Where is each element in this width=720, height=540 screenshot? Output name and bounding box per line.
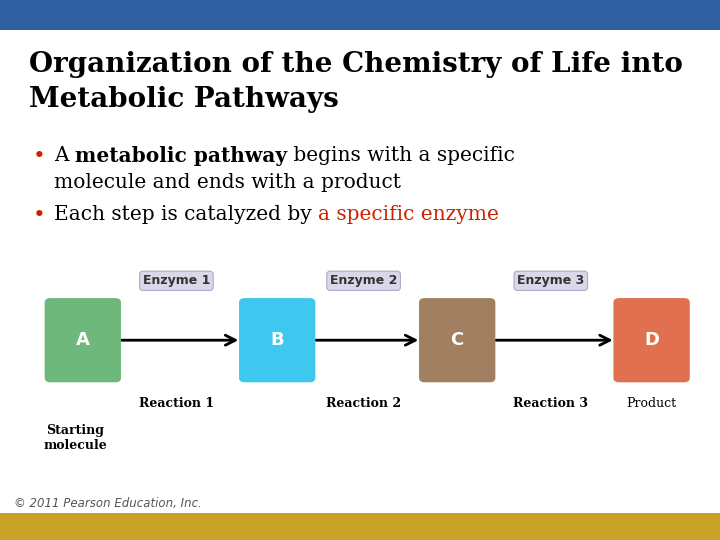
Text: metabolic pathway: metabolic pathway <box>75 146 287 166</box>
FancyBboxPatch shape <box>613 298 690 382</box>
Text: molecule and ends with a product: molecule and ends with a product <box>54 173 401 192</box>
Text: A: A <box>54 146 75 165</box>
Text: begins with a specific: begins with a specific <box>287 146 515 165</box>
Text: A: A <box>76 331 90 349</box>
Text: Organization of the Chemistry of Life into: Organization of the Chemistry of Life in… <box>29 51 683 78</box>
Text: •: • <box>33 146 46 166</box>
Bar <box>0 513 720 540</box>
Text: Enzyme 1: Enzyme 1 <box>143 274 210 287</box>
Text: Starting
molecule: Starting molecule <box>44 424 107 452</box>
FancyBboxPatch shape <box>239 298 315 382</box>
Text: Each step is catalyzed by: Each step is catalyzed by <box>54 205 318 224</box>
Text: a specific enzyme: a specific enzyme <box>318 205 499 224</box>
Text: •: • <box>33 205 46 225</box>
Text: C: C <box>451 331 464 349</box>
FancyBboxPatch shape <box>45 298 121 382</box>
Text: B: B <box>271 331 284 349</box>
Text: Enzyme 2: Enzyme 2 <box>330 274 397 287</box>
Text: Reaction 1: Reaction 1 <box>139 397 214 410</box>
Text: © 2011 Pearson Education, Inc.: © 2011 Pearson Education, Inc. <box>14 497 202 510</box>
FancyBboxPatch shape <box>419 298 495 382</box>
Text: Enzyme 3: Enzyme 3 <box>517 274 585 287</box>
Bar <box>0 0 720 30</box>
Text: Product: Product <box>626 397 677 410</box>
Text: Reaction 3: Reaction 3 <box>513 397 588 410</box>
Text: Reaction 2: Reaction 2 <box>326 397 401 410</box>
Text: Metabolic Pathways: Metabolic Pathways <box>29 86 338 113</box>
Text: D: D <box>644 331 659 349</box>
